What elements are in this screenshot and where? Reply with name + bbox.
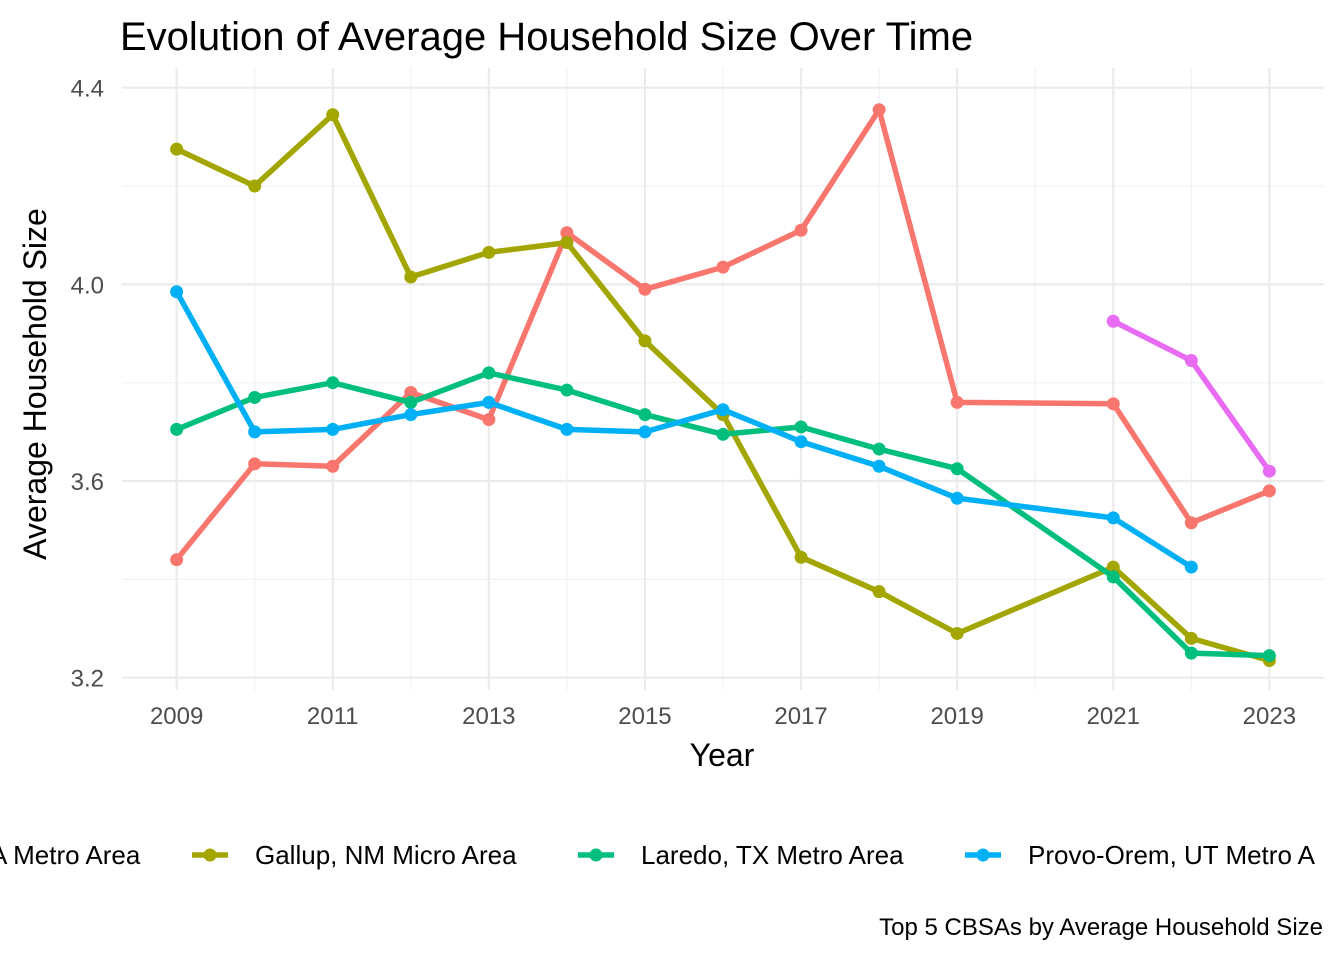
- data-point-0-0: [170, 553, 184, 567]
- data-point-0-6: [638, 282, 652, 296]
- data-point-0-1: [248, 457, 262, 471]
- chart-title: Evolution of Average Household Size Over…: [120, 15, 973, 59]
- data-point-1-11: [1106, 560, 1120, 574]
- data-point-3-7: [716, 403, 730, 417]
- data-point-2-9: [872, 442, 886, 456]
- legend: A Metro Area Gallup, NM Micro Area Laredo,…: [0, 840, 1316, 870]
- data-point-3-12: [1184, 560, 1198, 574]
- data-point-1-2: [326, 108, 340, 122]
- data-point-2-10: [950, 462, 964, 476]
- x-tick-label-2: 2013: [462, 703, 515, 730]
- legend-item-3: Provo-Orem, UT Metro A: [965, 840, 1316, 870]
- y-tick-label-0: 3.2: [71, 666, 104, 693]
- data-point-0-12: [1184, 516, 1198, 530]
- data-point-3-5: [560, 422, 574, 436]
- y-tick-label-1: 3.6: [71, 469, 104, 496]
- data-point-1-8: [794, 550, 808, 564]
- data-point-1-0: [170, 142, 184, 156]
- data-point-2-5: [560, 383, 574, 397]
- data-point-1-9: [872, 585, 886, 599]
- y-tick-label-3: 4.4: [71, 76, 104, 103]
- data-point-0-10: [950, 395, 964, 409]
- data-point-3-10: [950, 491, 964, 505]
- legend-label-0: A Metro Area: [0, 840, 141, 870]
- chart-caption: Top 5 CBSAs by Average Household Size: [879, 914, 1323, 941]
- data-point-1-4: [482, 245, 496, 259]
- data-point-0-8: [794, 223, 808, 237]
- data-point-1-10: [950, 626, 964, 640]
- legend-item-0: A Metro Area: [0, 840, 141, 870]
- data-point-3-11: [1106, 511, 1120, 525]
- data-point-3-8: [794, 435, 808, 449]
- legend-item-1: Gallup, NM Micro Area: [192, 840, 517, 870]
- x-tick-label-0: 2009: [150, 703, 203, 730]
- data-point-0-11: [1106, 397, 1120, 411]
- data-point-3-3: [404, 408, 418, 422]
- data-point-3-2: [326, 422, 340, 436]
- data-point-3-6: [638, 425, 652, 439]
- data-point-1-3: [404, 270, 418, 284]
- data-point-2-3: [404, 395, 418, 409]
- data-point-4-1: [1184, 354, 1198, 368]
- data-point-0-4: [482, 413, 496, 427]
- series-line-1: [175, 111, 1271, 664]
- data-point-2-11: [1106, 570, 1120, 584]
- x-tick-label-5: 2019: [930, 703, 983, 730]
- y-axis-title: Average Household Size: [17, 208, 53, 560]
- data-point-3-9: [872, 459, 886, 473]
- legend-key-point-3: [976, 848, 990, 862]
- data-point-1-1: [248, 179, 262, 193]
- legend-label-2: Laredo, TX Metro Area: [641, 840, 904, 870]
- data-point-4-2: [1262, 464, 1276, 478]
- data-point-1-6: [638, 334, 652, 348]
- data-point-0-2: [326, 459, 340, 473]
- data-point-1-12: [1184, 631, 1198, 645]
- data-point-0-3: [404, 386, 418, 400]
- x-tick-label-4: 2017: [774, 703, 827, 730]
- legend-label-3: Provo-Orem, UT Metro A: [1028, 840, 1316, 870]
- series-line-0: [174, 107, 1271, 562]
- data-point-2-8: [794, 420, 808, 434]
- x-axis-title: Year: [690, 737, 755, 773]
- data-point-1-5: [560, 236, 574, 250]
- data-point-2-1: [248, 390, 262, 404]
- data-point-3-0: [170, 285, 184, 299]
- data-point-2-0: [170, 422, 184, 436]
- series-line-2: [175, 370, 1270, 659]
- legend-label-1: Gallup, NM Micro Area: [255, 840, 517, 870]
- y-tick-label-2: 4.0: [71, 272, 104, 299]
- x-tick-label-3: 2015: [618, 703, 671, 730]
- data-point-0-5: [560, 226, 574, 240]
- data-point-2-2: [326, 376, 340, 390]
- data-point-0-9: [872, 103, 886, 117]
- legend-key-point-1: [203, 848, 217, 862]
- x-tick-label-6: 2021: [1087, 703, 1140, 730]
- x-tick-label-1: 2011: [307, 703, 359, 730]
- legend-key-point-2: [589, 848, 603, 862]
- series-4: [1106, 314, 1276, 478]
- axis-labels: 2009 2011 2013 2015 2017 2019 2021 2023 3.2 3.6 4.…: [71, 76, 1296, 730]
- data-point-2-13: [1262, 649, 1276, 663]
- series-lines: [170, 103, 1276, 667]
- data-point-0-13: [1262, 484, 1276, 498]
- data-point-2-6: [638, 408, 652, 422]
- grid-lines: [122, 68, 1324, 690]
- series-2: [170, 366, 1276, 663]
- data-point-2-12: [1184, 646, 1198, 660]
- x-tick-label-7: 2023: [1243, 703, 1296, 730]
- data-point-4-0: [1106, 314, 1120, 328]
- data-point-3-4: [482, 395, 496, 409]
- data-point-2-4: [482, 366, 496, 380]
- series-3: [170, 285, 1198, 574]
- series-0: [170, 103, 1276, 567]
- data-point-0-7: [716, 260, 730, 274]
- legend-item-2: Laredo, TX Metro Area: [578, 840, 904, 870]
- data-point-3-1: [248, 425, 262, 439]
- data-point-2-7: [716, 427, 730, 441]
